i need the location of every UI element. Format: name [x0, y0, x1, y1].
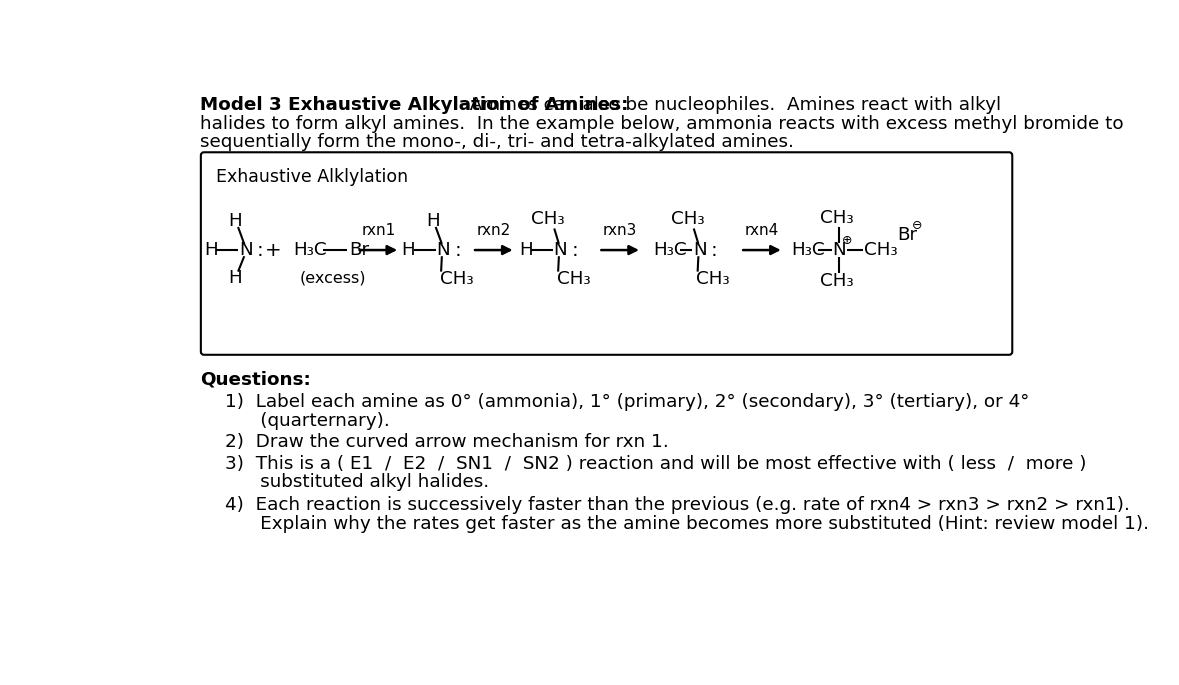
Text: H: H — [229, 269, 242, 287]
Text: 2)  Draw the curved arrow mechanism for rxn 1.: 2) Draw the curved arrow mechanism for r… — [225, 434, 668, 451]
Text: H: H — [229, 212, 242, 229]
Text: N: N — [693, 241, 706, 259]
FancyBboxPatch shape — [200, 152, 1013, 355]
Text: CH₃: CH₃ — [696, 271, 730, 288]
Text: 4)  Each reaction is successively faster than the previous (e.g. rate of rxn4 > : 4) Each reaction is successively faster … — [225, 497, 1129, 514]
Text: CH₃: CH₃ — [671, 210, 704, 228]
Text: H: H — [426, 212, 440, 229]
Text: Br: Br — [349, 241, 369, 259]
Text: N: N — [239, 241, 252, 259]
Text: H₃C: H₃C — [294, 241, 327, 259]
Text: CH₃: CH₃ — [440, 271, 473, 288]
Text: H₃C: H₃C — [791, 241, 825, 259]
Text: H: H — [402, 241, 415, 259]
Text: CH₃: CH₃ — [864, 241, 898, 259]
Text: halides to form alkyl amines.  In the example below, ammonia reacts with excess : halides to form alkyl amines. In the exa… — [200, 114, 1124, 132]
Text: :: : — [454, 240, 461, 260]
Text: ⊖: ⊖ — [911, 219, 922, 232]
Text: H: H — [204, 241, 218, 259]
Text: +: + — [264, 240, 282, 260]
Text: N: N — [436, 241, 450, 259]
Text: 3)  This is a ( E1  /  E2  /  SN1  /  SN2 ) reaction and will be most effective : 3) This is a ( E1 / E2 / SN1 / SN2 ) rea… — [225, 455, 1086, 473]
Text: rxn2: rxn2 — [476, 223, 511, 238]
Text: (excess): (excess) — [299, 271, 365, 285]
Text: ⊕: ⊕ — [842, 234, 852, 247]
Text: Exhaustive Alklylation: Exhaustive Alklylation — [217, 168, 408, 186]
Text: N: N — [832, 241, 847, 259]
Text: CH₃: CH₃ — [532, 210, 565, 228]
Text: (quarternary).: (quarternary). — [225, 412, 389, 429]
Text: :: : — [711, 240, 718, 260]
Text: Questions:: Questions: — [200, 370, 311, 388]
Text: Explain why the rates get faster as the amine becomes more substituted (Hint: re: Explain why the rates get faster as the … — [225, 515, 1148, 533]
Text: Model 3 Exhaustive Alkylation of Amines:: Model 3 Exhaustive Alkylation of Amines: — [200, 96, 628, 114]
Text: H₃C: H₃C — [653, 241, 687, 259]
Text: CH₃: CH₃ — [821, 209, 854, 227]
Text: sequentially form the mono-, di-, tri- and tetra-alkylated amines.: sequentially form the mono-, di-, tri- a… — [200, 133, 793, 151]
Text: rxn1: rxn1 — [361, 223, 395, 238]
Text: :: : — [257, 240, 263, 260]
Text: H: H — [519, 241, 533, 259]
Text: 1)  Label each amine as 0° (ammonia), 1° (primary), 2° (secondary), 3° (tertiary: 1) Label each amine as 0° (ammonia), 1° … — [225, 393, 1029, 411]
Text: CH₃: CH₃ — [821, 272, 854, 290]
Text: Amines can also be nucleophiles.  Amines react with alkyl: Amines can also be nucleophiles. Amines … — [459, 96, 1001, 114]
Text: rxn3: rxn3 — [602, 223, 638, 238]
Text: CH₃: CH₃ — [556, 271, 591, 288]
Text: :: : — [572, 240, 578, 260]
Text: Br: Br — [897, 225, 917, 244]
Text: N: N — [554, 241, 567, 259]
Text: substituted alkyl halides.: substituted alkyl halides. — [225, 473, 489, 491]
Text: rxn4: rxn4 — [745, 223, 779, 238]
